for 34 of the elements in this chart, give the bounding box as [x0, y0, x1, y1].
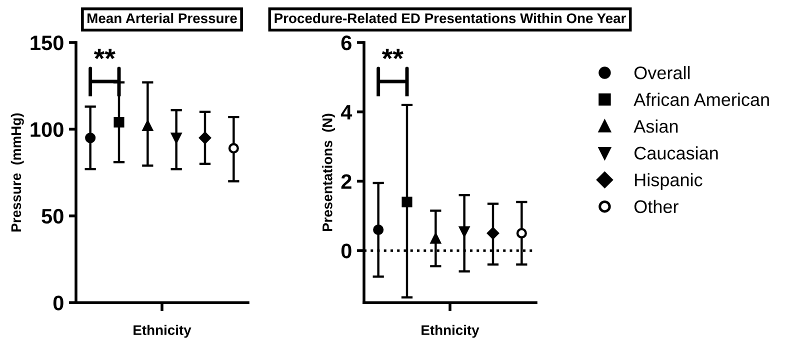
point	[142, 120, 153, 132]
legend-label: African American	[634, 92, 769, 106]
y-tick-label: 2	[341, 174, 352, 189]
chart-title: Mean Arterial Pressure	[88, 12, 237, 24]
point	[373, 224, 384, 236]
x-axis-title: Ethnicity	[422, 324, 480, 338]
y-axis-title: Presentations (N)	[322, 114, 336, 232]
x-axis-title: Ethnicity	[134, 324, 192, 338]
point	[85, 132, 96, 144]
y-tick-label: 6	[341, 36, 352, 50]
y-tick-label: 150	[30, 36, 64, 50]
legend-label: Caucasian	[634, 146, 718, 160]
point	[402, 196, 412, 208]
legend-label: Asian	[634, 120, 678, 133]
point	[198, 132, 212, 144]
point	[171, 132, 182, 144]
point	[459, 226, 470, 237]
legend-label: Overall	[634, 66, 690, 80]
chart-title: Procedure-Related ED Presentations Within One Year	[274, 12, 626, 24]
y-tick-label: 100	[30, 122, 64, 137]
y-tick-label: 0	[53, 296, 64, 310]
y-axis-title: Pressure (mmHg)	[10, 113, 24, 232]
legend-label: Other	[634, 200, 678, 214]
annotation: **	[94, 48, 116, 60]
point	[516, 228, 527, 239]
point	[486, 227, 500, 240]
point	[114, 116, 124, 128]
y-tick-label: 50	[42, 208, 64, 224]
y-tick-label: 4	[340, 105, 352, 120]
annotation: **	[382, 48, 404, 60]
y-tick-label: 0	[341, 244, 352, 258]
legend-label: Hispanic	[635, 173, 702, 190]
point	[430, 233, 441, 244]
point	[228, 142, 239, 154]
